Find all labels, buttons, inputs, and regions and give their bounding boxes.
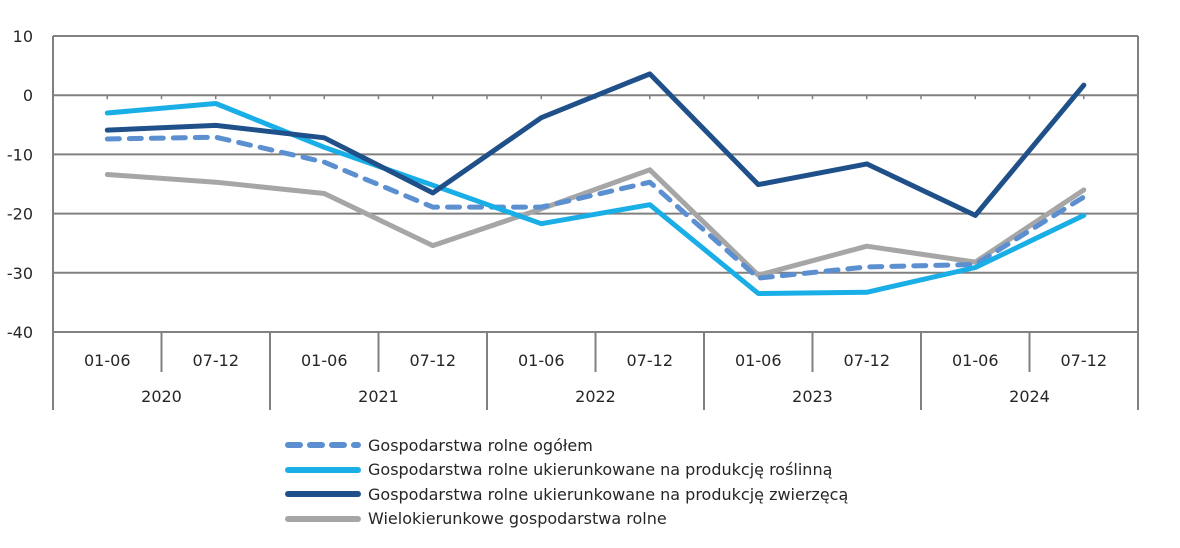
x-tick-label: 01-06 (301, 351, 348, 370)
x-group-label: 2021 (358, 387, 399, 406)
x-tick-label: 01-06 (518, 351, 565, 370)
legend-swatch-light-blue (285, 464, 361, 476)
y-tick-label: -10 (7, 145, 33, 164)
legend-swatch-dark-blue (285, 488, 361, 500)
series-line-1 (104, 101, 1087, 296)
x-tick-label: 07-12 (844, 351, 891, 370)
x-group-label: 2024 (1009, 387, 1050, 406)
legend-swatch-dashed (285, 439, 361, 451)
legend-item-livestock: Gospodarstwa rolne ukierunkowane na prod… (285, 482, 848, 507)
y-tick-label: 10 (13, 27, 33, 46)
x-tick-label: 07-12 (193, 351, 240, 370)
x-group-label: 2023 (792, 387, 833, 406)
legend-item-mixed: Wielokierunkowe gospodarstwa rolne (285, 507, 848, 532)
y-tick-label: -30 (7, 264, 33, 283)
series-line-2 (104, 71, 1087, 218)
legend: Gospodarstwa rolne ogółem Gospodarstwa r… (285, 433, 848, 531)
legend-item-total: Gospodarstwa rolne ogółem (285, 433, 848, 458)
x-axis: 01-06 07-12 01-06 07-12 01-06 07-12 01-06 07-12… (84, 332, 1107, 410)
x-tick-label: 01-06 (84, 351, 131, 370)
y-tick-label: -40 (7, 323, 33, 342)
x-tick-label: 07-12 (410, 351, 457, 370)
y-tick-label: -20 (7, 205, 33, 224)
y-axis-tick-labels: 10 0 -10 -20 -30 -40 (7, 27, 33, 342)
x-tick-label: 07-12 (1061, 351, 1108, 370)
legend-swatch-gray (285, 513, 361, 525)
series-line-3 (104, 167, 1087, 278)
legend-label: Wielokierunkowe gospodarstwa rolne (368, 509, 667, 529)
x-tick-label: 01-06 (735, 351, 782, 370)
x-group-label: 2022 (575, 387, 616, 406)
legend-label: Gospodarstwa rolne ukierunkowane na prod… (368, 460, 833, 480)
series-lines (104, 71, 1087, 296)
legend-label: Gospodarstwa rolne ukierunkowane na prod… (368, 484, 849, 504)
legend-label: Gospodarstwa rolne ogółem (368, 435, 593, 455)
x-tick-label: 01-06 (952, 351, 999, 370)
x-tick-label: 07-12 (627, 351, 674, 370)
y-tick-label: 0 (23, 86, 33, 105)
x-group-label: 2020 (141, 387, 182, 406)
series-line-0 (104, 134, 1087, 281)
legend-item-crop: Gospodarstwa rolne ukierunkowane na prod… (285, 458, 848, 483)
